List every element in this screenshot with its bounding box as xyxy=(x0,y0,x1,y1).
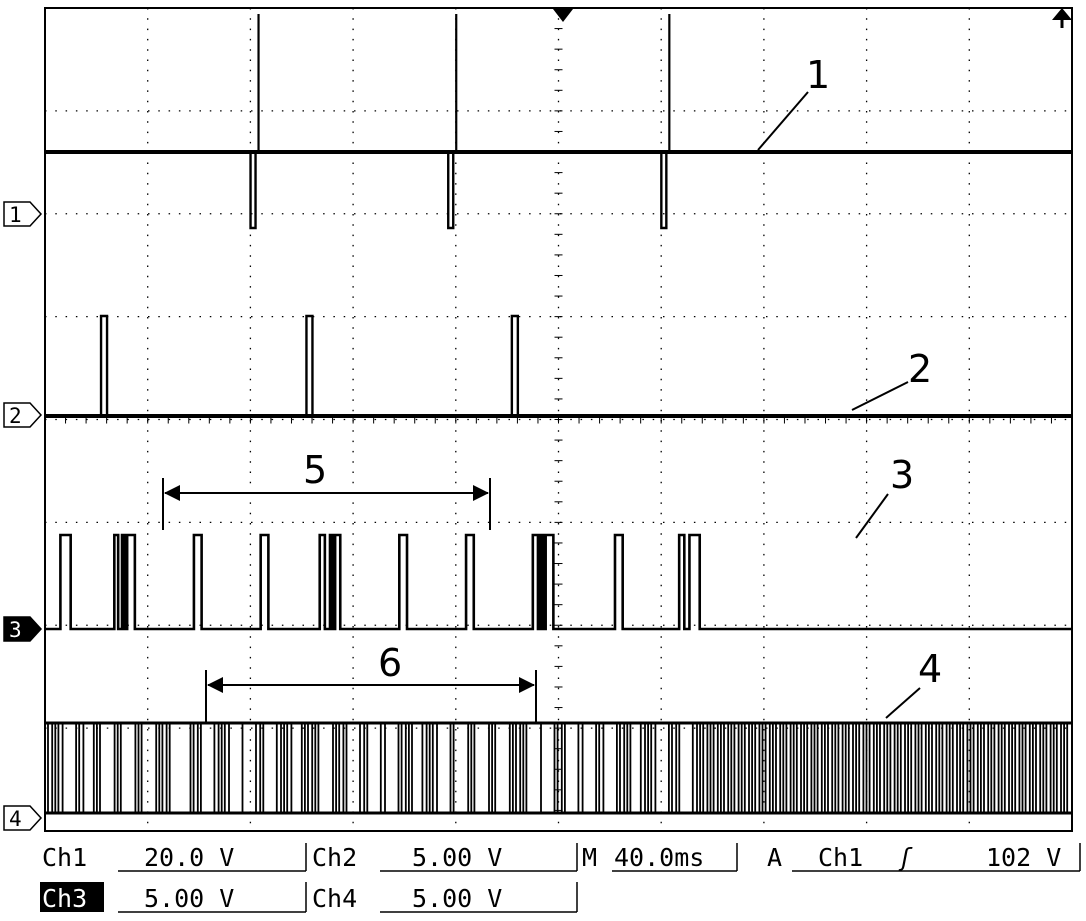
graticule-grid xyxy=(44,7,1073,832)
bracket-6: 6 xyxy=(205,641,537,722)
trace1-spike xyxy=(447,152,455,230)
ch3-label: Ch3 xyxy=(42,884,87,913)
annotation-2-label: 2 xyxy=(908,347,932,391)
trace4-edges xyxy=(47,723,1069,813)
trace1-spike xyxy=(249,152,257,230)
ch4-ground-marker: 4 xyxy=(3,805,43,831)
ch2-marker-label: 2 xyxy=(9,404,22,428)
ch1-marker-label: 1 xyxy=(9,203,22,227)
trace2-pulse xyxy=(99,314,109,416)
ch3-ground-marker: 3 xyxy=(3,616,43,642)
ch1-ground-marker: 1 xyxy=(3,201,43,227)
ch1-label: Ch1 xyxy=(42,843,87,872)
ch4-scale: 5.00 V xyxy=(412,884,502,913)
timebase-value: 40.0ms xyxy=(614,843,704,872)
ch3-label-highlight xyxy=(40,882,104,912)
ch2-label: Ch2 xyxy=(312,843,357,872)
trace1-spike xyxy=(660,152,668,230)
annotation-4: 4 xyxy=(885,647,942,719)
trace2-pulse xyxy=(510,314,520,416)
trigger-source: Ch1 xyxy=(818,843,863,872)
trigger-mode: A xyxy=(767,843,782,872)
trace3-waveform xyxy=(45,533,1072,631)
ch1-scale: 20.0 V xyxy=(144,843,234,872)
bracket-6-label: 6 xyxy=(378,641,402,685)
ch4-label: Ch4 xyxy=(312,884,357,913)
ch2-scale: 5.00 V xyxy=(412,843,502,872)
bracket-5: 5 xyxy=(162,448,491,530)
annotation-3: 3 xyxy=(855,453,914,539)
trigger-level-icon xyxy=(1052,8,1072,28)
annotation-3-label: 3 xyxy=(890,453,914,497)
ch3-marker-label: 3 xyxy=(9,618,22,642)
ch4-marker-label: 4 xyxy=(9,807,22,831)
trigger-position-icon xyxy=(553,9,573,22)
ch3-scale: 5.00 V xyxy=(144,884,234,913)
trigger-level: 102 V xyxy=(986,843,1061,872)
bracket-5-label: 5 xyxy=(303,448,327,492)
trace2-pulse xyxy=(305,314,314,416)
ch2-ground-marker: 2 xyxy=(3,402,43,428)
annotation-2: 2 xyxy=(851,347,932,411)
annotation-4-label: 4 xyxy=(918,647,942,691)
trigger-slope-icon: ʃ xyxy=(898,843,913,872)
waveform-traces xyxy=(45,14,1072,815)
annotation-1: 1 xyxy=(757,53,830,151)
annotation-1-label: 1 xyxy=(806,53,830,97)
time-label: M xyxy=(582,843,597,872)
status-bar: Ch1 20.0 V Ch2 5.00 V M 40.0ms A Ch1 ʃ 1… xyxy=(40,843,1081,913)
